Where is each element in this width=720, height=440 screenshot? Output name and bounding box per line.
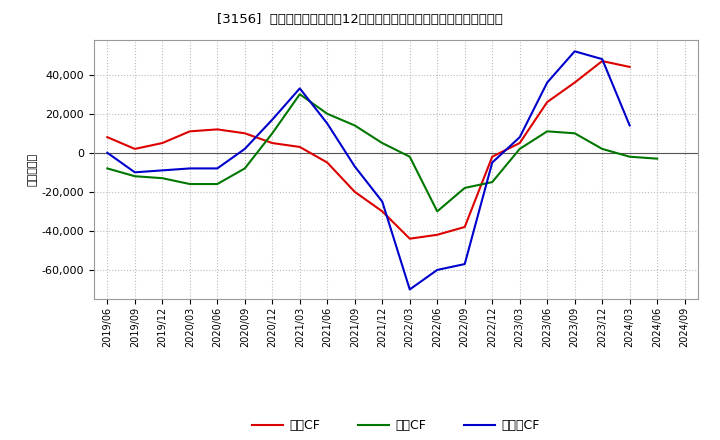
投資CF [626, 154, 634, 159]
投資CF [213, 181, 222, 187]
Line: 営業CF: 営業CF [107, 61, 630, 238]
投資CF [543, 128, 552, 134]
投資CF [460, 185, 469, 191]
フリーCF [626, 123, 634, 128]
投資CF [405, 154, 414, 159]
営業CF [378, 209, 387, 214]
投資CF [598, 146, 606, 151]
営業CF [240, 131, 249, 136]
営業CF [433, 232, 441, 238]
投資CF [186, 181, 194, 187]
フリーCF [598, 56, 606, 62]
投資CF [516, 146, 524, 151]
フリーCF [516, 135, 524, 140]
投資CF [323, 111, 332, 117]
フリーCF [268, 117, 276, 122]
営業CF [323, 160, 332, 165]
フリーCF [323, 121, 332, 126]
投資CF [240, 166, 249, 171]
営業CF [103, 135, 112, 140]
フリーCF [405, 287, 414, 292]
営業CF [268, 140, 276, 146]
フリーCF [103, 150, 112, 155]
投資CF [488, 180, 497, 185]
営業CF [543, 99, 552, 105]
フリーCF [130, 170, 139, 175]
営業CF [351, 189, 359, 194]
Legend: 営業CF, 投資CF, フリーCF: 営業CF, 投資CF, フリーCF [247, 414, 545, 437]
投資CF [295, 92, 304, 97]
フリーCF [488, 160, 497, 165]
営業CF [460, 224, 469, 230]
Line: 投資CF: 投資CF [107, 94, 657, 211]
フリーCF [378, 199, 387, 204]
Y-axis label: （百万円）: （百万円） [27, 153, 37, 186]
営業CF [516, 140, 524, 146]
投資CF [653, 156, 662, 161]
投資CF [130, 174, 139, 179]
営業CF [570, 80, 579, 85]
投資CF [268, 131, 276, 136]
フリーCF [460, 261, 469, 267]
営業CF [598, 59, 606, 64]
投資CF [158, 176, 166, 181]
フリーCF [351, 164, 359, 169]
フリーCF [213, 166, 222, 171]
営業CF [405, 236, 414, 241]
営業CF [626, 64, 634, 70]
フリーCF [433, 267, 441, 272]
フリーCF [158, 168, 166, 173]
営業CF [158, 140, 166, 146]
フリーCF [570, 49, 579, 54]
Line: フリーCF: フリーCF [107, 51, 630, 290]
フリーCF [240, 146, 249, 151]
投資CF [103, 166, 112, 171]
営業CF [295, 144, 304, 150]
Text: [3156]  キャッシュフローの12か月移動合計の対前年同期増減額の推移: [3156] キャッシュフローの12か月移動合計の対前年同期増減額の推移 [217, 13, 503, 26]
営業CF [488, 154, 497, 159]
投資CF [378, 140, 387, 146]
フリーCF [295, 86, 304, 91]
営業CF [186, 128, 194, 134]
投資CF [570, 131, 579, 136]
営業CF [130, 146, 139, 151]
投資CF [433, 209, 441, 214]
フリーCF [186, 166, 194, 171]
投資CF [351, 123, 359, 128]
フリーCF [543, 80, 552, 85]
営業CF [213, 127, 222, 132]
